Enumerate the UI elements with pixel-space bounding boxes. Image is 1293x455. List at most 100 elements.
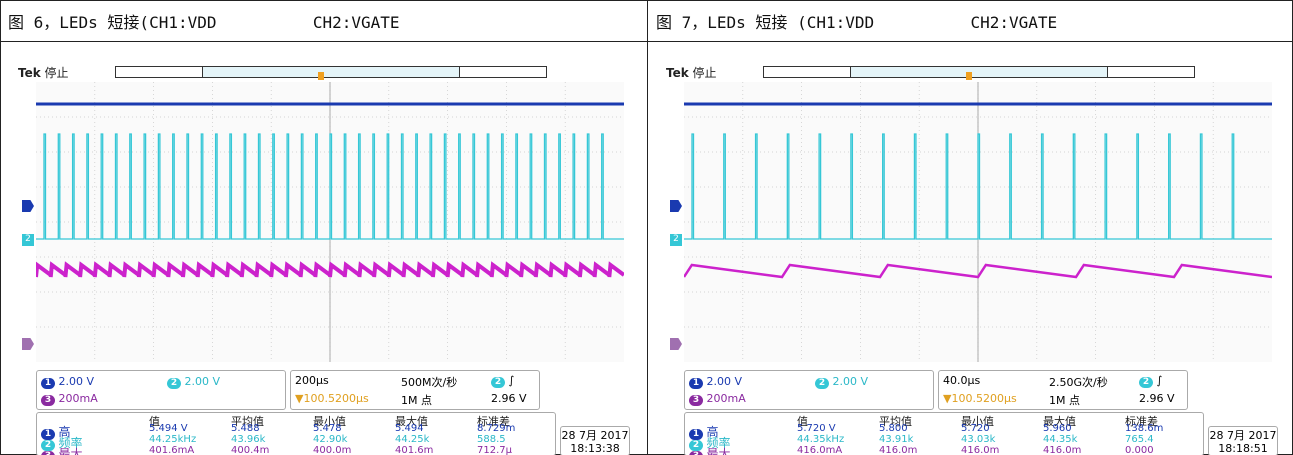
meas-row: 3 最大 401.6mA 400.4m 400.0m 401.6m 712.7μ [41,445,551,455]
meas-value: 5.494 V [149,423,188,434]
meas-value: 8.729m [477,423,516,434]
timebase: 40.0μs [943,374,981,387]
channel-badge: 3 [689,451,703,455]
meas-header: 值 [149,415,160,428]
record-length: 1M 点 [1049,394,1080,407]
ch3-marker-icon[interactable] [22,338,34,350]
ch3-badge: 3 [41,395,55,406]
timebase: 200μs [295,374,329,387]
meas-label: 高 [58,425,71,439]
trigger-position: ▼100.5200μs [943,392,1017,405]
meas-value: 400.0m [313,445,352,455]
run-status: 停止 [44,66,69,80]
measurement-table[interactable]: 值 平均值 最小值 最大值 标准差 1 高 5.720 V 5.800 5.720 5.960… [684,412,1204,455]
meas-value: 5.800 [879,423,908,434]
meas-header: 最小值 [313,415,346,428]
meas-value: 0.000 [1125,445,1154,455]
ch2-scale: 2.00 V [832,375,869,388]
datetime: 28 7月 2017 18:13:38 [560,426,630,455]
trigger-slope-icon: ∫ [508,374,515,387]
trigger-level: 2.96 V [1139,392,1175,405]
meas-value: 44.25kHz [149,434,197,445]
meas-header: 平均值 [879,415,912,428]
time: 18:18:51 [1218,442,1268,455]
tek-logo: Tek [18,66,41,80]
meas-label: 高 [706,425,719,439]
meas-row: 1 高 5.720 V 5.800 5.720 5.960 138.6m [689,423,1199,440]
waveform-graticule [34,82,626,362]
record-window[interactable] [850,66,1108,78]
channel-badge: 2 [41,440,55,451]
channel-scale-panel[interactable]: 1 2.00 V 2 2.00 V 3 200mA [684,370,934,410]
ch3-trace [682,263,1273,279]
ch2-marker-icon[interactable]: 2 [22,234,34,246]
row-divider [0,41,1293,42]
ch1-badge: 1 [41,378,55,389]
record-length: 1M 点 [401,394,432,407]
meas-header: 最大值 [395,415,428,428]
meas-value: 712.7μ [477,445,512,455]
trigger-marker-icon [318,72,324,80]
trigger-position: ▼100.5200μs [295,392,369,405]
trigger-channel-badge: 2 [1139,377,1153,388]
meas-header: 标准差 [1125,415,1158,428]
meas-value: 765.4 [1125,434,1154,445]
meas-value: 43.96k [231,434,266,445]
ch3-marker-icon[interactable] [670,338,682,350]
meas-header: 最大值 [1043,415,1076,428]
meas-value: 5.960 [1043,423,1072,434]
ch2-badge: 2 [167,378,181,389]
meas-value: 416.0m [879,445,918,455]
meas-value: 5.720 [961,423,990,434]
meas-value: 5.720 V [797,423,836,434]
ch1-badge: 1 [689,378,703,389]
channel-badge: 3 [41,451,55,455]
datetime: 28 7月 2017 18:18:51 [1208,426,1278,455]
ch3-scale: 200mA [706,392,746,405]
caption-fig6: 图 6，LEDs 短接(CH1:VDD CH2:VGATE [8,12,400,32]
date: 28 7月 2017 [1209,429,1277,442]
horizontal-panel[interactable]: 40.0μs 2.50G次/秒 2 ∫ ▼100.5200μs 1M 点 2.9… [938,370,1188,410]
sample-rate: 500M次/秒 [401,376,458,389]
oscilloscope-panel-right: Tek 停止 2 1 2.00 V 2 2.00 V 3 200mA 40.0μ… [648,42,1293,455]
ch3-scale: 200mA [58,392,98,405]
horizontal-panel[interactable]: 200μs 500M次/秒 2 ∫ ▼100.5200μs 1M 点 2.96 … [290,370,540,410]
channel-badge: 1 [41,429,55,440]
sample-rate: 2.50G次/秒 [1049,376,1108,389]
date: 28 7月 2017 [561,429,629,442]
meas-value: 416.0m [1043,445,1082,455]
waveform-display [34,82,626,362]
tek-logo: Tek [666,66,689,80]
ch2-trace [684,133,1272,240]
ch3-trace [34,261,626,278]
meas-value: 401.6mA [149,445,195,455]
waveform-display [682,82,1273,362]
ch1-marker-icon[interactable] [670,200,682,212]
meas-label: 频率 [706,436,731,450]
column-divider [647,0,648,455]
meas-header: 值 [797,415,808,428]
meas-value: 138.6m [1125,423,1164,434]
run-status: 停止 [692,66,717,80]
meas-value: 400.4m [231,445,270,455]
record-window[interactable] [202,66,460,78]
meas-row: 3 最大 416.0mA 416.0m 416.0m 416.0m 0.000 [689,445,1199,455]
channel-badge: 2 [689,440,703,451]
channel-scale-panel[interactable]: 1 2.00 V 2 2.00 V 3 200mA [36,370,286,410]
meas-value: 43.03k [961,434,996,445]
meas-value: 44.25k [395,434,430,445]
channel-badge: 1 [689,429,703,440]
meas-value: 5.488 [231,423,260,434]
ch2-trace [36,133,624,240]
waveform-graticule [682,82,1273,362]
ch1-marker-icon[interactable] [22,200,34,212]
ch3-badge: 3 [689,395,703,406]
meas-value: 401.6m [395,445,434,455]
meas-label: 频率 [58,436,83,450]
meas-header: 最小值 [961,415,994,428]
ch2-scale: 2.00 V [184,375,221,388]
meas-row: 2 频率 44.25kHz 43.96k 42.90k 44.25k 588.5 [41,434,551,451]
measurement-table[interactable]: 值 平均值 最小值 最大值 标准差 1 高 5.494 V 5.488 5.478 5.494… [36,412,556,455]
meas-value: 416.0mA [797,445,843,455]
ch2-marker-icon[interactable]: 2 [670,234,682,246]
